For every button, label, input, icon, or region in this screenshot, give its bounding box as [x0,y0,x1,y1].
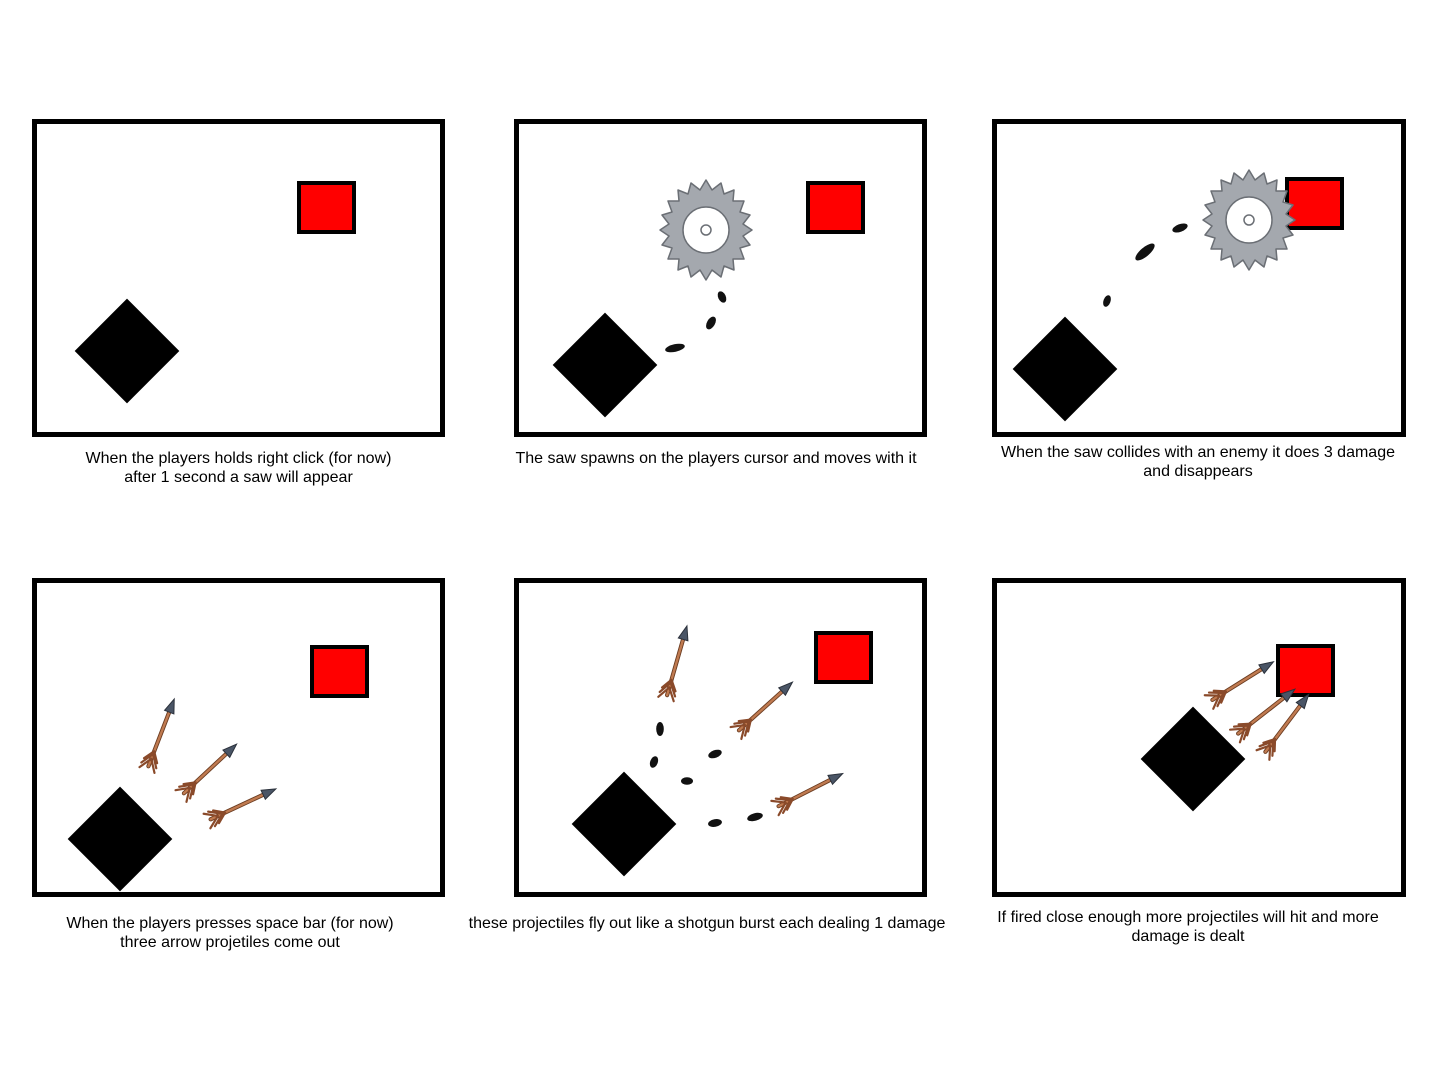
panel-3-scene [1012,169,1344,422]
panel-6-scene [1140,644,1335,812]
arrow-projectile-icon [176,738,242,802]
caption-line: When the players holds right click (for … [85,450,392,467]
player-diamond [67,786,173,892]
caption-line: damage is dealt [1131,928,1245,945]
enemy-square [806,181,865,234]
storyboard-panel-6 [992,578,1406,897]
panel-2-scene [552,179,865,418]
enemy-square [814,631,873,684]
panel-5-scene [571,583,873,877]
enemy-square [310,645,369,698]
motion-trail [1103,223,1188,307]
enemy-square [297,181,356,234]
caption-panel-4: When the players presses space bar (for … [22,914,438,952]
storyboard-panel-5 [514,578,927,897]
storyboard-panel-3 [992,119,1406,437]
storyboard-panel-2 [514,119,927,437]
caption-line: and disappears [1143,463,1253,480]
caption-line: When the saw collides with an enemy it d… [1001,444,1395,461]
panel-4-scene [67,645,369,892]
caption-panel-1: When the players holds right click (for … [32,449,445,487]
arrow-projectile-icon [1230,683,1300,742]
player-diamond [571,771,677,877]
motion-trail [649,722,763,827]
saw-blade-icon [1202,169,1296,271]
arrow-projectile-icon [658,624,694,701]
player-diamond [74,298,180,404]
player-diamond [552,312,658,418]
caption-line: The saw spawns on the players cursor and… [515,450,917,467]
storyboard-panel-4 [32,578,445,897]
player-diamond [1140,706,1246,812]
player-diamond [1012,316,1118,422]
motion-trail [665,291,727,353]
storyboard-panel-1 [32,119,445,437]
caption-panel-6: If fired close enough more projectiles w… [962,908,1414,946]
caption-panel-5: these projectiles fly out like a shotgun… [456,914,958,933]
saw-blade-icon [659,179,753,281]
caption-line: If fired close enough more projectiles w… [997,909,1379,926]
arrow-projectile-icon [1205,655,1278,709]
arrow-projectile-icon [731,676,798,739]
arrow-projectile-icon [771,766,846,815]
caption-line: When the players presses space bar (for … [66,915,394,932]
arrow-projectile-icon [140,696,182,773]
enemy-square [1276,644,1335,697]
caption-line: three arrow projetiles come out [120,934,340,951]
panel-1-scene [74,181,356,404]
caption-panel-2: The saw spawns on the players cursor and… [484,449,948,468]
caption-line: these projectiles fly out like a shotgun… [468,915,946,932]
caption-panel-3: When the saw collides with an enemy it d… [972,443,1424,481]
arrow-projectile-icon [204,782,280,829]
caption-line: after 1 second a saw will appear [124,469,353,486]
